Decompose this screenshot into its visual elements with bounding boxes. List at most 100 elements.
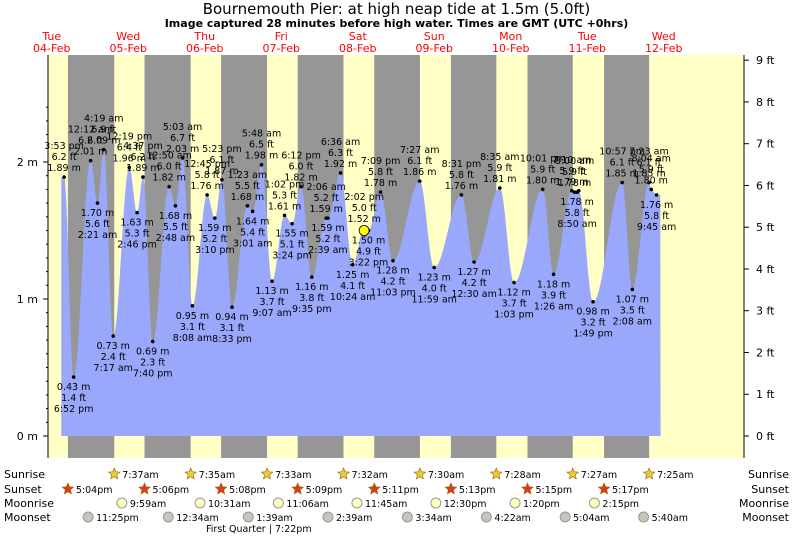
y-tick-label-right: 2 ft (756, 346, 775, 359)
sunset-icon (521, 482, 534, 495)
day-date: 11-Feb (569, 42, 606, 55)
tide-point (498, 186, 502, 190)
tide-point (432, 265, 436, 270)
tide-label: 8:04 am (632, 153, 671, 164)
tide-label: 3.8 ft (299, 293, 324, 304)
tide-point (220, 178, 224, 182)
tide-label: 2.4 ft (101, 352, 126, 363)
y-tick-label-right: 1 ft (756, 388, 775, 401)
tide-label: 3:22 pm (349, 258, 389, 269)
tide-label: 7:40 pm (133, 368, 173, 379)
sunset-time: 5:11pm (382, 485, 419, 496)
tide-label: 4.2 ft (462, 278, 487, 289)
tide-point (378, 190, 383, 194)
sunrise-icon (260, 467, 274, 480)
sunset-time: 5:15pm (535, 485, 572, 496)
tide-label: 2:39 am (308, 245, 347, 256)
tide-label: 2.3 ft (140, 357, 165, 368)
tide-label: 6:12 pm (281, 151, 321, 162)
tide-label: 2.03 m (166, 144, 199, 155)
tide-label: 1.78 m (364, 178, 397, 189)
tide-label: 2:08 am (613, 316, 652, 327)
tide-label: 3.1 ft (180, 322, 205, 333)
y-tick-label-right: 7 ft (756, 138, 775, 151)
tide-point (591, 299, 595, 304)
tide-label: 7:09 pm (361, 156, 401, 167)
moonset-icon (559, 511, 571, 523)
moonset-time: 12:34am (176, 513, 218, 524)
tide-point (647, 180, 651, 185)
day-name: Tue (41, 30, 61, 43)
sunset-icon (597, 482, 611, 495)
tide-label: 1.59 m (198, 223, 231, 234)
tide-label: 1.85 m (605, 169, 638, 180)
tide-label: 1.78 m (558, 178, 591, 189)
day-name: Wed (116, 30, 140, 43)
tide-label: 1.63 m (120, 218, 153, 229)
tide-point (512, 280, 516, 285)
tide-label: 1.98 m (245, 151, 278, 162)
moonrise-icon (351, 497, 363, 509)
sunset-icon (214, 482, 228, 495)
moonrise-time: 9:59am (130, 499, 166, 510)
tide-label: 7:17 am (93, 363, 132, 374)
tide-point (71, 375, 76, 379)
tide-label: 12:45 pm (184, 159, 230, 170)
moonset-icon (82, 511, 94, 523)
sunset-time: 5:04pm (76, 485, 113, 496)
tide-label: 1.81 m (483, 174, 516, 185)
tide-label: 5.2 ft (315, 234, 340, 245)
moonset-icon (638, 511, 650, 523)
tide-label: 1.13 m (255, 286, 288, 297)
tide-label: 0.43 m (57, 382, 90, 393)
sunset-time: 5:09pm (306, 485, 343, 496)
tide-point (299, 184, 303, 189)
sunrise-time: 7:27am (581, 470, 617, 481)
sunset-time: 5:08pm (229, 485, 266, 496)
tide-label: 12:12 am (68, 125, 113, 136)
chart-title: Bournemouth Pier: at high neap tide at 1… (202, 0, 591, 18)
tide-label: 2:02 pm (344, 192, 384, 203)
moonrise-icon (272, 497, 284, 509)
chart-subtitle: Image captured 28 minutes before high wa… (164, 17, 629, 30)
tide-label: 1.89 m (47, 163, 80, 174)
tide-point (250, 209, 255, 214)
tide-label: 3.1 ft (219, 323, 244, 334)
moonset-icon (322, 511, 334, 523)
tide-label: 1.4 ft (61, 393, 86, 404)
tide-label: 2.09 m (87, 136, 120, 147)
tide-label: 0.94 m (215, 312, 248, 323)
tide-label: 5.9 ft (639, 164, 664, 175)
tide-label: 8:00 am (555, 156, 594, 167)
tide-point (127, 165, 132, 170)
tide-label: 5.8 ft (195, 170, 220, 181)
tide-area (61, 149, 661, 436)
tide-label: 7:27 am (400, 145, 439, 156)
sunset-icon (367, 482, 381, 495)
tide-label: 0.73 m (96, 341, 129, 352)
tide-label: 10:24 am (330, 292, 375, 303)
tide-point (570, 188, 574, 193)
tide-label: 9:45 am (637, 222, 676, 233)
tide-label: 8:33 pm (212, 334, 252, 345)
tide-label: 1.55 m (275, 229, 308, 240)
sunrise-time: 7:33am (275, 470, 311, 481)
tide-label: 6.9 ft (91, 125, 116, 136)
moonrise-icon (509, 497, 521, 509)
tide-label: 1.92 m (324, 159, 357, 170)
tide-label: 4:37 pm (123, 141, 163, 152)
tide-label: 7:10 am (552, 155, 591, 166)
tide-label: 3:01 am (233, 238, 272, 249)
y-tick-label-right: 0 ft (756, 430, 775, 443)
sunrise-icon (489, 467, 503, 480)
tide-point (150, 339, 155, 344)
tide-label: 0.95 m (176, 311, 209, 322)
tide-label: 1.61 m (268, 201, 301, 212)
moonrise-time: 11:06am (286, 499, 328, 510)
tide-label: 4.2 ft (380, 277, 405, 288)
tide-label: 3:24 pm (272, 251, 312, 262)
day-name: Tue (577, 30, 597, 43)
row-label-right: Sunrise (748, 468, 789, 481)
tide-label: 1.25 m (336, 270, 369, 281)
day-date: 10-Feb (492, 42, 529, 55)
